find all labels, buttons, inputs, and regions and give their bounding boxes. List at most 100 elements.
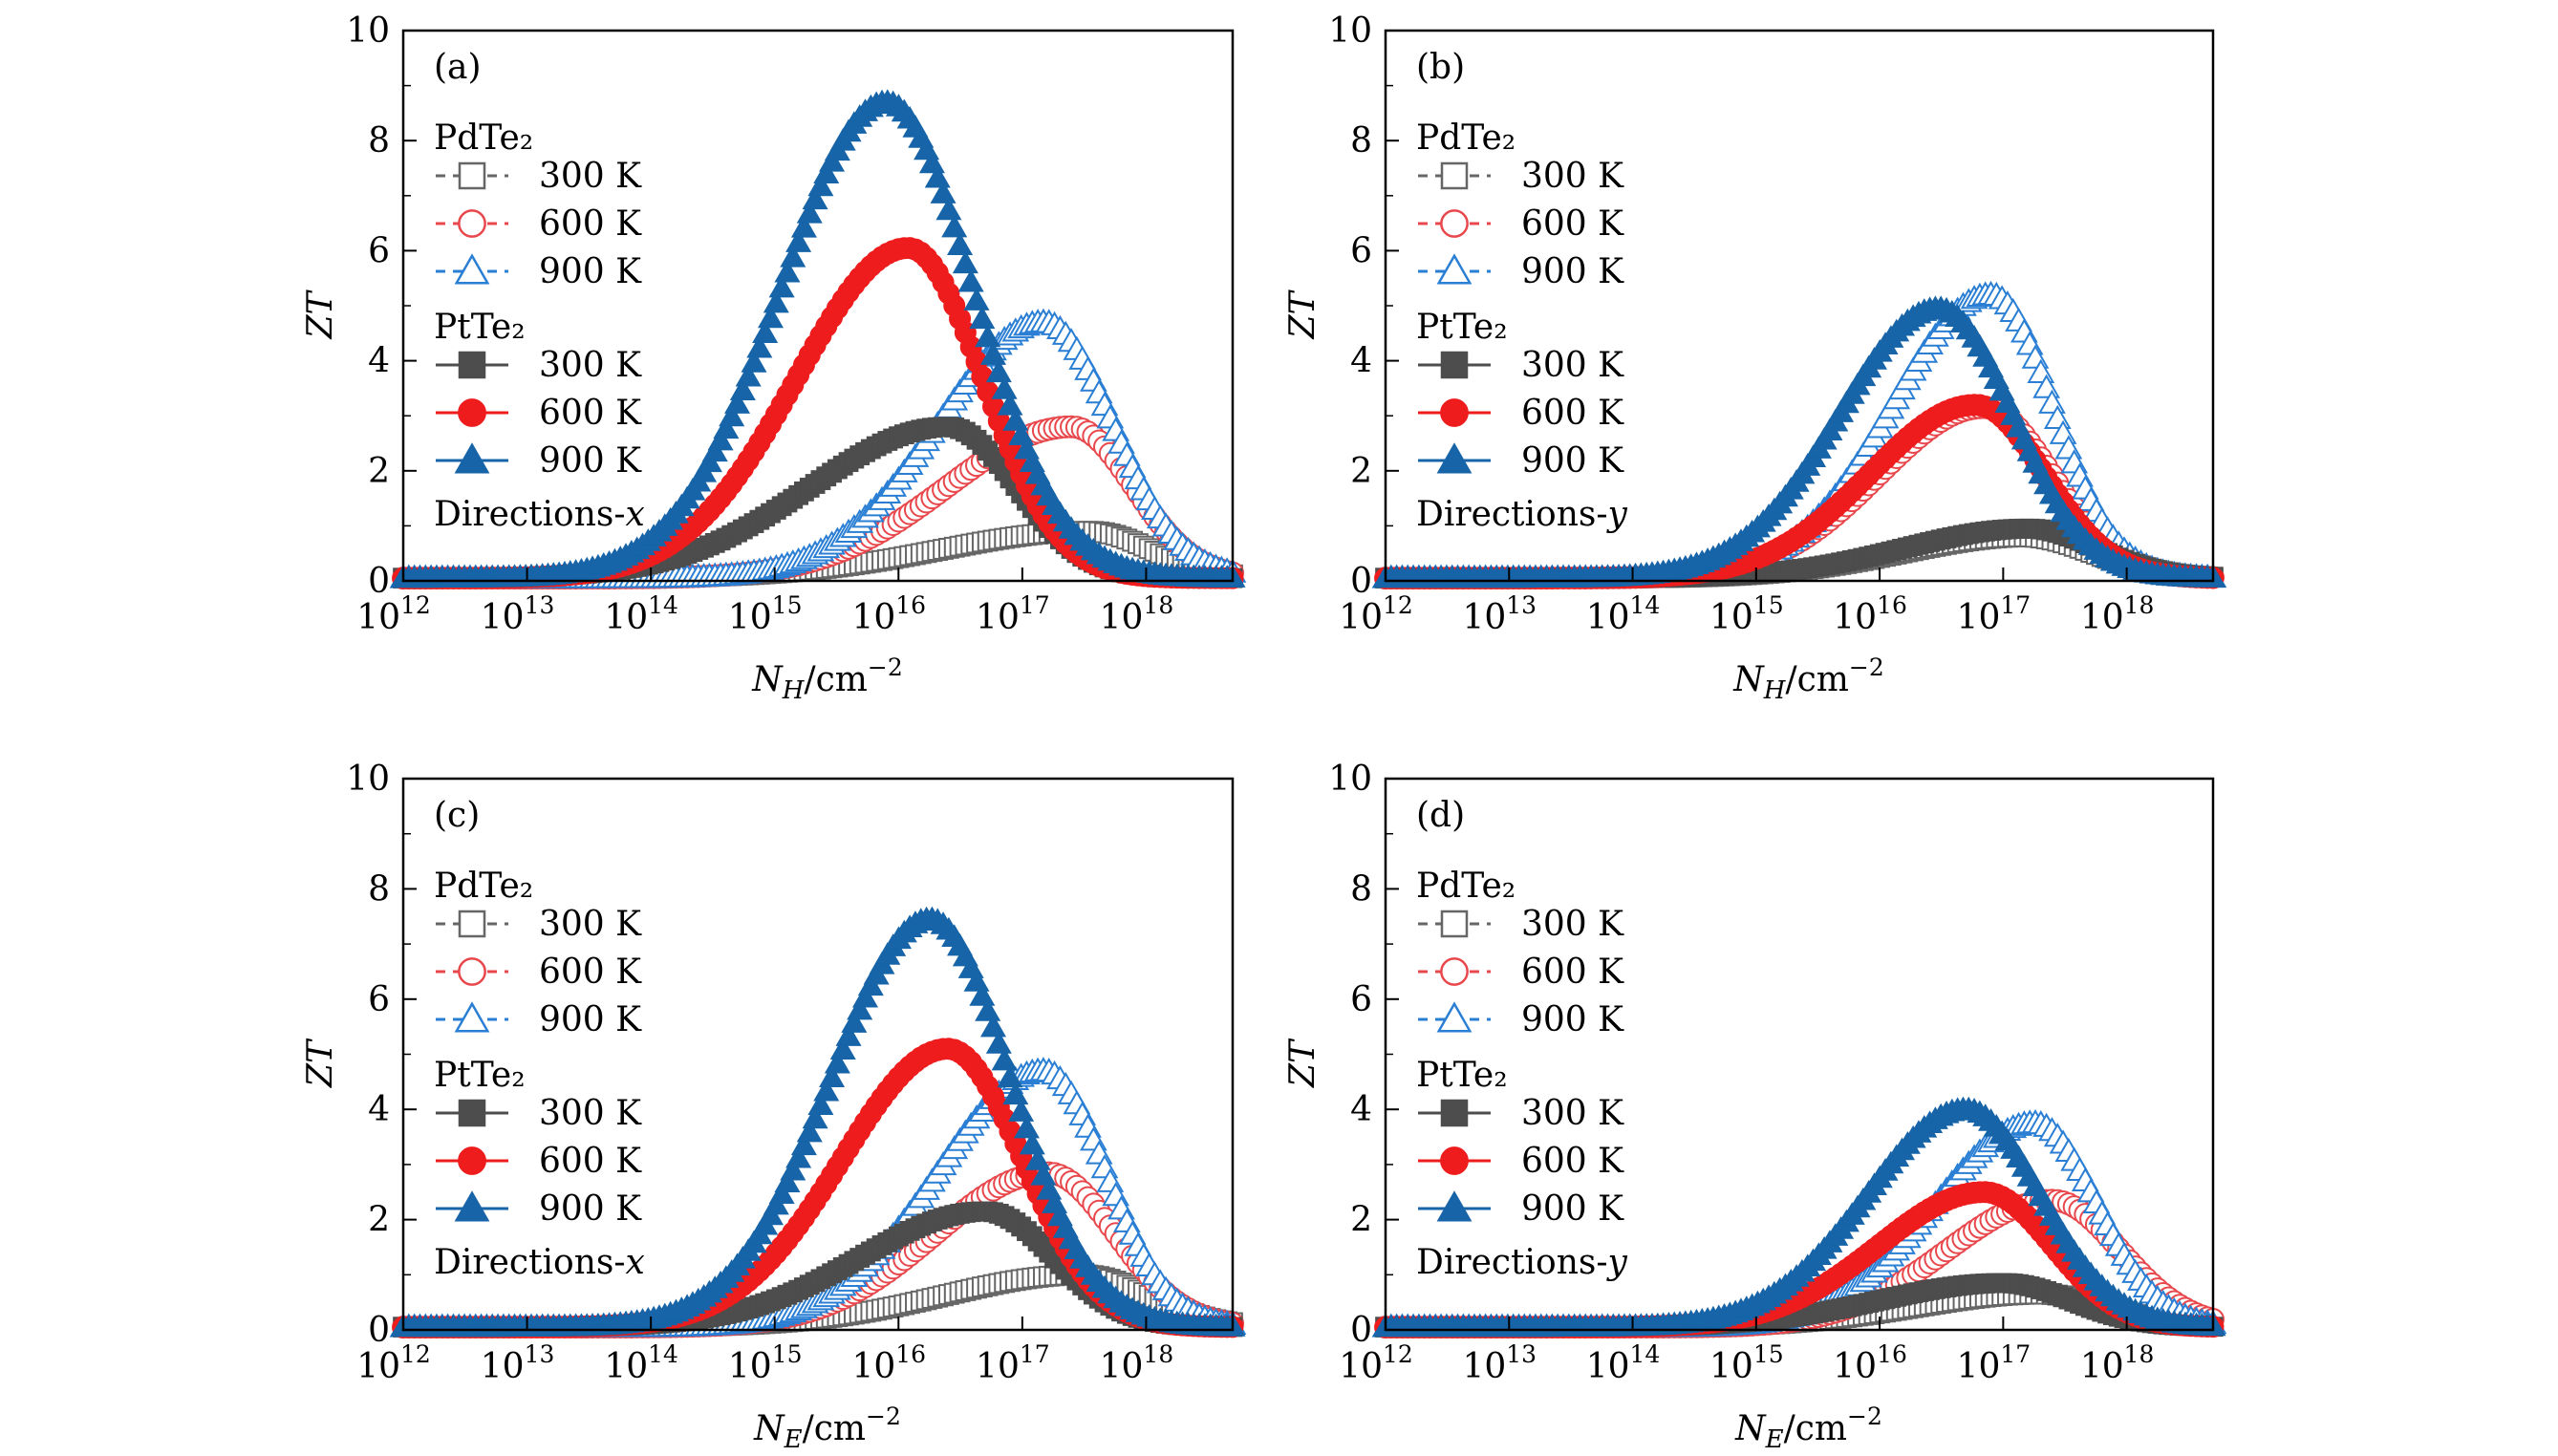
legend-marker	[458, 161, 486, 190]
x-tick-exponent: 13	[1506, 1340, 1537, 1368]
data-point	[813, 161, 840, 184]
x-axis-exponent: −2	[1849, 653, 1884, 681]
legend-label: 900 K	[539, 441, 642, 481]
data-point	[796, 200, 823, 224]
x-tick-exponent: 17	[1020, 591, 1050, 619]
legend-label: 900 K	[1521, 252, 1624, 291]
legend-group-label: PtTe₂	[434, 308, 526, 347]
y-tick-label: 4	[368, 342, 390, 381]
x-tick-label: 1014	[1586, 1340, 1661, 1386]
x-tick-exponent: 15	[772, 591, 803, 619]
legend-group-label: PdTe₂	[434, 118, 533, 158]
data-point	[707, 427, 734, 451]
panel-label: (a)	[434, 48, 482, 87]
x-tick-exponent: 14	[648, 1340, 678, 1368]
data-point	[763, 289, 789, 313]
direction-label: Directions-x	[434, 1243, 645, 1282]
direction-variable: x	[626, 495, 645, 534]
x-axis-subscript: E	[1765, 1425, 1784, 1454]
legend-label: 300 K	[1521, 346, 1624, 385]
data-point	[941, 214, 968, 238]
legend-label: 600 K	[539, 1142, 642, 1181]
legend-marker	[454, 253, 490, 285]
x-axis-symbol: N	[753, 1409, 785, 1448]
x-tick-exponent: 17	[2000, 591, 2031, 619]
legend-marker	[1440, 161, 1469, 190]
x-tick-label: 1014	[604, 591, 678, 637]
y-tick-label: 10	[346, 11, 390, 51]
y-tick-label: 2	[368, 1201, 390, 1240]
legend-marker	[458, 209, 486, 238]
legend-marker	[1436, 253, 1472, 285]
x-axis-unit: /cm	[1784, 1409, 1847, 1448]
legend-group-label: PdTe₂	[1416, 118, 1515, 158]
x-tick-label: 1013	[481, 1340, 555, 1386]
data-point	[724, 391, 751, 414]
data-point	[802, 186, 828, 210]
y-tick-label: 6	[1350, 980, 1372, 1019]
x-tick-exponent: 12	[400, 591, 431, 619]
x-tick-label: 1016	[1833, 591, 1907, 637]
data-point	[757, 305, 784, 329]
legend-marker	[458, 910, 486, 938]
panel-label: (b)	[1416, 48, 1465, 87]
x-tick-label: 1017	[976, 1340, 1050, 1386]
data-point	[790, 214, 817, 238]
x-tick-exponent: 15	[772, 1340, 803, 1368]
data-point	[957, 268, 984, 292]
direction-variable: y	[1606, 495, 1628, 534]
data-point	[807, 173, 834, 197]
legend-label: 900 K	[1521, 441, 1624, 481]
x-tick-label: 1012	[1339, 591, 1413, 637]
data-point	[969, 306, 996, 330]
y-tick-label: 6	[368, 980, 390, 1019]
y-tick-label: 4	[368, 1090, 390, 1129]
y-axis-label: ZT	[1283, 1038, 1322, 1088]
x-axis-subscript: E	[784, 1425, 803, 1454]
legend-label: 600 K	[539, 394, 642, 433]
x-tick-exponent: 17	[2000, 1340, 2031, 1368]
legend-marker	[454, 442, 490, 474]
direction-text: Directions-	[1416, 1243, 1608, 1282]
y-tick-label: 4	[1350, 1090, 1372, 1129]
x-tick-label: 1016	[851, 591, 926, 637]
legend-label: 900 K	[539, 1189, 642, 1229]
direction-text: Directions-	[1416, 495, 1608, 534]
data-point	[735, 363, 762, 387]
direction-variable: y	[1606, 1243, 1628, 1282]
data-point	[930, 181, 957, 203]
legend-label: 900 K	[1521, 1189, 1624, 1229]
y-tick-label: 0	[1350, 1311, 1372, 1350]
chart-panel-4: 0 2 4 6 8 10 1012 1013 1014 1015 1016 1017 1018 (d) ZT…	[1283, 760, 2227, 1454]
x-axis-subscript: H	[1763, 676, 1787, 705]
data-point	[729, 377, 756, 400]
x-tick-exponent: 16	[1877, 1340, 1907, 1368]
y-tick-label: 8	[368, 869, 390, 909]
legend-marker	[1440, 398, 1469, 427]
y-tick-label: 8	[368, 121, 390, 161]
data-point	[713, 416, 740, 439]
legend-label: 600 K	[1521, 1142, 1624, 1181]
legend-group-label: PdTe₂	[1416, 867, 1515, 906]
x-tick-label: 1015	[728, 591, 803, 637]
x-tick-exponent: 12	[1383, 591, 1413, 619]
legend-marker	[1440, 1146, 1469, 1175]
x-axis-unit: /cm	[803, 1409, 866, 1448]
legend-group-label: PtTe₂	[434, 1056, 526, 1095]
legend-label: 900 K	[539, 1000, 642, 1039]
legend-marker	[454, 1001, 490, 1033]
x-tick-exponent: 13	[525, 1340, 555, 1368]
x-tick-exponent: 17	[1020, 1340, 1050, 1368]
x-tick-label: 1015	[728, 1340, 803, 1386]
legend-label: 300 K	[539, 1094, 642, 1133]
x-tick-label: 1016	[1833, 1340, 1907, 1386]
chart-panel-3: 0 2 4 6 8 10 1012 1013 1014 1015 1016 1017 1018 (c) ZT…	[301, 760, 1247, 1454]
panel-label: (c)	[434, 796, 480, 835]
direction-label: Directions-x	[434, 495, 645, 534]
legend-label: 600 K	[539, 204, 642, 244]
data-point	[935, 197, 962, 221]
x-tick-exponent: 14	[648, 591, 678, 619]
x-tick-exponent: 13	[525, 591, 555, 619]
